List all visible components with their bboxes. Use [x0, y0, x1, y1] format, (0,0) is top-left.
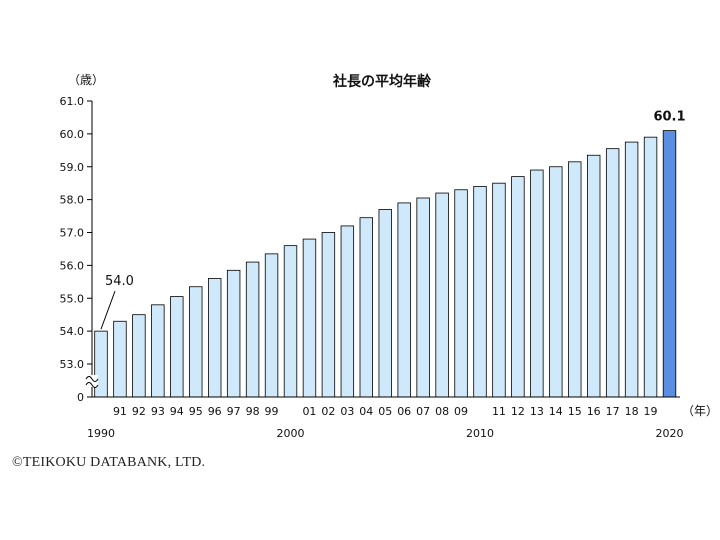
- y-tick-label: 57.0: [60, 227, 85, 240]
- x-tick-label-decade: 2020: [656, 427, 684, 440]
- chart-title: 社長の平均年齢: [332, 73, 432, 90]
- axis-break-mark: [85, 382, 99, 388]
- x-tick-label: 96: [208, 405, 222, 418]
- data-label-highlight: 60.1: [653, 110, 685, 125]
- x-tick-label: 07: [416, 405, 430, 418]
- x-tick-label: 15: [568, 405, 582, 418]
- x-tick-label: 04: [359, 405, 373, 418]
- bar-03: [340, 225, 355, 398]
- x-tick-label: 19: [644, 405, 658, 418]
- y-axis-label: （歳）: [68, 73, 104, 87]
- x-tick-label-decade: 1990: [87, 427, 115, 440]
- bar-01: [302, 238, 317, 398]
- x-tick-label: 08: [435, 405, 449, 418]
- bar-2000: [283, 245, 298, 398]
- x-tick-label-decade: 2000: [277, 427, 305, 440]
- bar-07: [416, 197, 430, 398]
- axis-break-mask: [86, 375, 98, 387]
- bar-06: [397, 202, 411, 398]
- y-tick-label: 61.0: [60, 95, 85, 108]
- x-tick-label: 12: [511, 405, 525, 418]
- bar-16: [587, 154, 601, 398]
- bar-91: [113, 320, 127, 398]
- x-tick-label: 94: [170, 405, 184, 418]
- x-tick-label: 92: [132, 405, 146, 418]
- bar-99: [264, 253, 279, 398]
- x-tick-label: 11: [492, 405, 506, 418]
- y-tick-label: 0: [77, 391, 84, 404]
- x-tick-label: 06: [397, 405, 411, 418]
- axis-break-mark: [85, 376, 99, 382]
- x-tick-label: 01: [302, 405, 316, 418]
- x-tick-label: 05: [378, 405, 392, 418]
- bar-2010: [473, 186, 487, 398]
- x-tick-label: 14: [549, 405, 563, 418]
- x-tick-label: 97: [227, 405, 241, 418]
- bar-11: [492, 182, 506, 398]
- x-tick-label-decade: 2010: [466, 427, 494, 440]
- x-axis-unit: （年）: [682, 404, 718, 418]
- x-tick-label: 99: [265, 405, 279, 418]
- x-tick-label: 91: [113, 405, 127, 418]
- x-tick-label: 13: [530, 405, 544, 418]
- x-tick-label: 93: [151, 405, 165, 418]
- bar-02: [321, 232, 336, 398]
- x-tick-label: 03: [340, 405, 354, 418]
- x-tick-label: 98: [246, 405, 260, 418]
- data-label: 54.0: [105, 274, 134, 289]
- y-tick-label: 59.0: [60, 161, 85, 174]
- bar-13: [530, 169, 544, 398]
- bar-09: [454, 189, 468, 398]
- bar-04: [359, 217, 374, 398]
- y-tick-label: 60.0: [60, 128, 85, 141]
- bar-94: [170, 296, 184, 398]
- y-tick-label: 53.0: [60, 358, 85, 371]
- bar-92: [132, 314, 146, 398]
- y-tick-label: 54.0: [60, 325, 85, 338]
- bar-2020: [662, 130, 677, 398]
- bar-96: [207, 278, 222, 398]
- x-tick-label: 95: [189, 405, 203, 418]
- x-tick-label: 18: [625, 405, 639, 418]
- bar-08: [435, 192, 449, 398]
- y-tick-label: 55.0: [60, 292, 85, 305]
- y-tick-label: 58.0: [60, 194, 85, 207]
- copyright-notice: ©TEIKOKU DATABANK, LTD.: [12, 455, 206, 470]
- bar-97: [226, 269, 241, 398]
- bar-95: [189, 286, 203, 398]
- x-tick-label: 16: [587, 405, 601, 418]
- bar-98: [245, 261, 260, 398]
- annotation-leader-line: [100, 290, 116, 330]
- x-tick-label: 17: [606, 405, 620, 418]
- bar-19: [643, 136, 658, 398]
- y-tick-label: 56.0: [60, 259, 85, 272]
- x-tick-label: 09: [454, 405, 468, 418]
- bar-12: [511, 176, 525, 398]
- bar-18: [624, 141, 639, 398]
- bar-93: [151, 304, 165, 398]
- bar-05: [378, 209, 392, 398]
- bar-14: [549, 166, 563, 398]
- x-tick-label: 02: [321, 405, 335, 418]
- bar-15: [568, 161, 582, 398]
- bar-17: [605, 148, 620, 398]
